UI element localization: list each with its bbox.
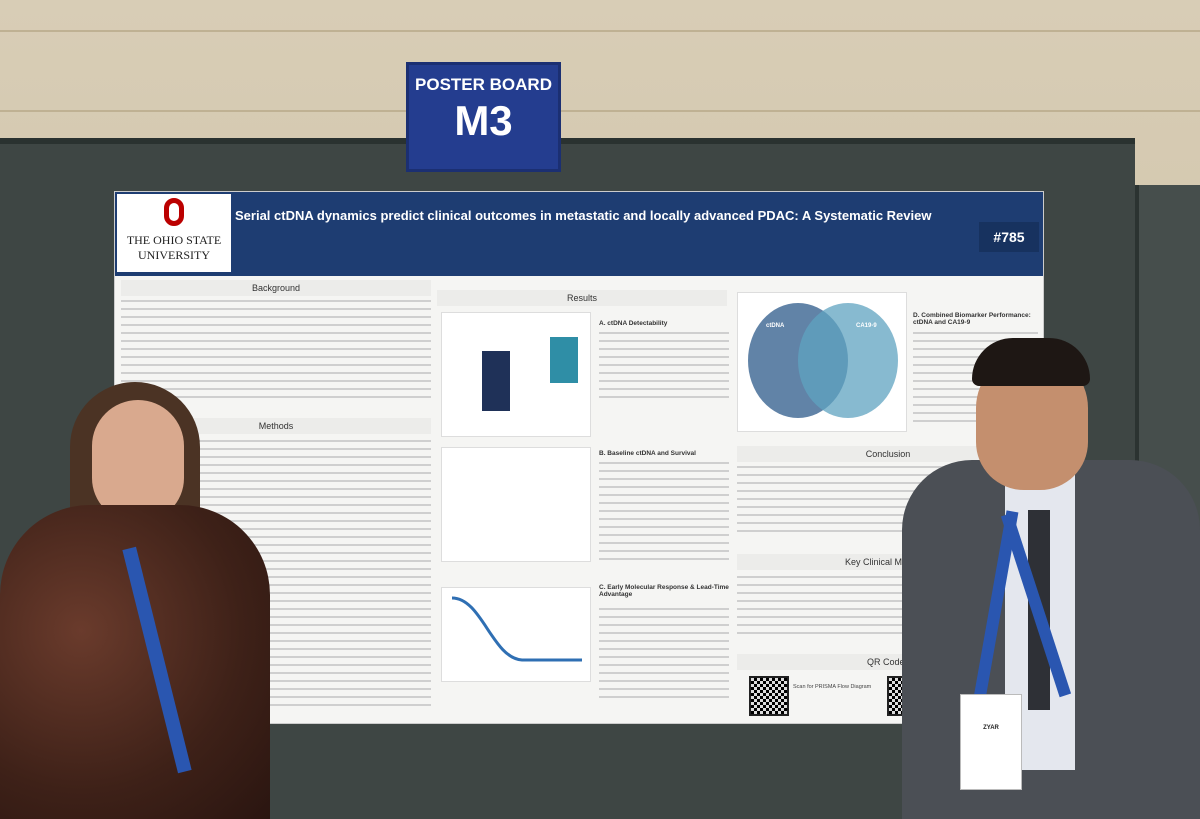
- poster-number: #785: [979, 222, 1039, 252]
- subsection-d-heading: D. Combined Biomarker Performance: ctDNA…: [913, 312, 1031, 326]
- bar-localized: [482, 351, 510, 411]
- university-logo: THE OHIO STATE UNIVERSITY: [117, 194, 231, 272]
- block-o-icon: [164, 198, 184, 226]
- sign-label: POSTER BOARD: [415, 75, 552, 94]
- poster-header: [115, 192, 1043, 276]
- venn-ca199-circle: [798, 303, 898, 418]
- detectability-figure: [441, 312, 591, 437]
- qr-caption: Scan for PRISMA Flow Diagram: [793, 684, 872, 690]
- man-hair: [972, 338, 1090, 386]
- subsection-c-text: [599, 608, 729, 698]
- sign-board-id: M3: [454, 97, 513, 144]
- methods-heading: Methods: [121, 418, 431, 434]
- subsection-a-text: [599, 332, 729, 402]
- lead-time-figure: [441, 587, 591, 682]
- background-text: [121, 300, 431, 400]
- conclusion-heading: Conclusion: [737, 446, 1039, 462]
- venn-figure: ctDNA CA19-9: [737, 292, 907, 432]
- poster-title: Serial ctDNA dynamics predict clinical o…: [235, 208, 932, 223]
- background-heading: Background: [121, 280, 431, 296]
- subsection-b-text: [599, 462, 729, 562]
- venn-left-label: ctDNA: [766, 323, 785, 329]
- bar-metastatic: [550, 337, 578, 383]
- university-name-line1: THE OHIO STATE: [126, 233, 222, 247]
- forest-plot-figure: [441, 447, 591, 562]
- badge-name: ZYAR: [983, 725, 999, 731]
- name-badge: ZYAR: [960, 694, 1022, 790]
- subsection-a-heading: A. ctDNA Detectability: [599, 320, 668, 327]
- subsection-c-heading: C. Early Molecular Response & Lead-Time …: [599, 584, 729, 598]
- wall-seam: [0, 110, 1200, 112]
- university-name-line2: UNIVERSITY: [138, 248, 210, 262]
- results-heading: Results: [437, 290, 727, 306]
- qr-code-left: [749, 676, 789, 716]
- venn-right-label: CA19-9: [856, 323, 877, 329]
- subsection-b-heading: B. Baseline ctDNA and Survival: [599, 450, 696, 457]
- wall-seam: [0, 30, 1200, 32]
- response-curve: [451, 596, 582, 662]
- poster-board-sign: POSTER BOARD M3: [406, 62, 561, 172]
- woman-face: [92, 400, 184, 522]
